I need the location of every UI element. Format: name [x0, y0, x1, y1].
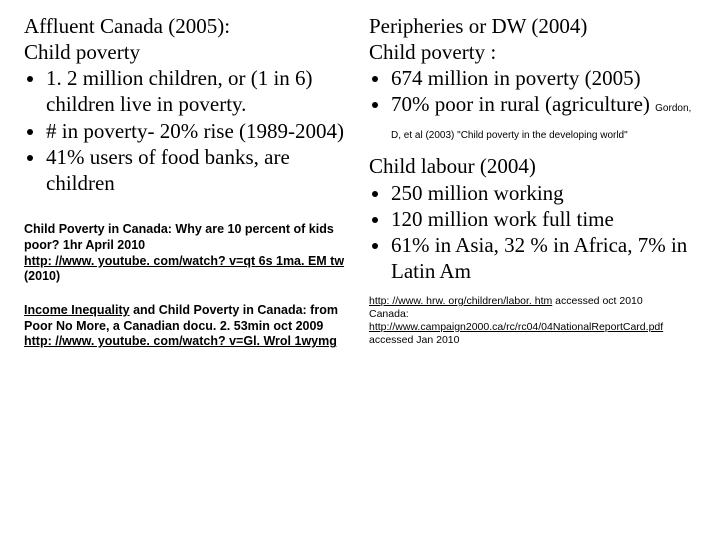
left-title-text: Affluent Canada (2005): — [24, 14, 230, 38]
spacer — [369, 285, 696, 295]
list-item: 61% in Asia, 32 % in Africa, 7% in Latin… — [391, 232, 696, 285]
ref-tail: (2010) — [24, 269, 60, 283]
right-bullets-1: 674 million in poverty (2005) 70% poor i… — [369, 65, 696, 144]
slide: Affluent Canada (2005): Child poverty 1.… — [0, 0, 720, 540]
left-subtitle: Child poverty — [24, 40, 351, 66]
left-ref-2: Income Inequality and Child Poverty in C… — [24, 303, 351, 350]
list-item: 250 million working — [391, 180, 696, 206]
ref-tail: accessed oct 2010 — [552, 295, 642, 307]
right-column: Peripheries or DW (2004) Child poverty :… — [369, 14, 696, 530]
youtube-link[interactable]: http: //www. youtube. com/watch? v=qt 6s… — [24, 254, 344, 268]
list-item: # in poverty- 20% rise (1989-2004) — [46, 118, 351, 144]
list-item: 41% users of food banks, are children — [46, 144, 351, 197]
ref-text: Child Poverty in Canada: Why are 10 perc… — [24, 222, 334, 252]
ref-text-underline: Income Inequality — [24, 303, 130, 317]
spacer — [24, 285, 351, 303]
bullet-main: 70% poor in rural (agriculture) — [391, 92, 655, 116]
left-bullets: 1. 2 million children, or (1 in 6) child… — [24, 65, 351, 196]
left-ref-1: Child Poverty in Canada: Why are 10 perc… — [24, 222, 351, 285]
list-item: 674 million in poverty (2005) — [391, 65, 696, 91]
left-column: Affluent Canada (2005): Child poverty 1.… — [24, 14, 351, 530]
right-refs: http: //www. hrw. org/children/labor. ht… — [369, 295, 696, 348]
spacer — [24, 196, 351, 222]
right-section2-title: Child labour (2004) — [369, 154, 696, 180]
list-item: 120 million work full time — [391, 206, 696, 232]
list-item: 70% poor in rural (agriculture) Gordon, … — [391, 91, 696, 144]
youtube-link[interactable]: http: //www. youtube. com/watch? v=Gl. W… — [24, 334, 337, 348]
right-title: Peripheries or DW (2004) — [369, 14, 696, 40]
campaign2000-link[interactable]: http://www.campaign2000.ca/rc/rc04/04Nat… — [369, 321, 663, 333]
ref-tail: accessed Jan 2010 — [369, 334, 459, 346]
right-bullets-2: 250 million working 120 million work ful… — [369, 180, 696, 285]
right-subtitle: Child poverty : — [369, 40, 696, 66]
left-title: Affluent Canada (2005): — [24, 14, 351, 40]
list-item: 1. 2 million children, or (1 in 6) child… — [46, 65, 351, 118]
spacer — [369, 144, 696, 154]
hrw-link[interactable]: http: //www. hrw. org/children/labor. ht… — [369, 295, 552, 307]
ref-head: Canada: — [369, 308, 409, 320]
